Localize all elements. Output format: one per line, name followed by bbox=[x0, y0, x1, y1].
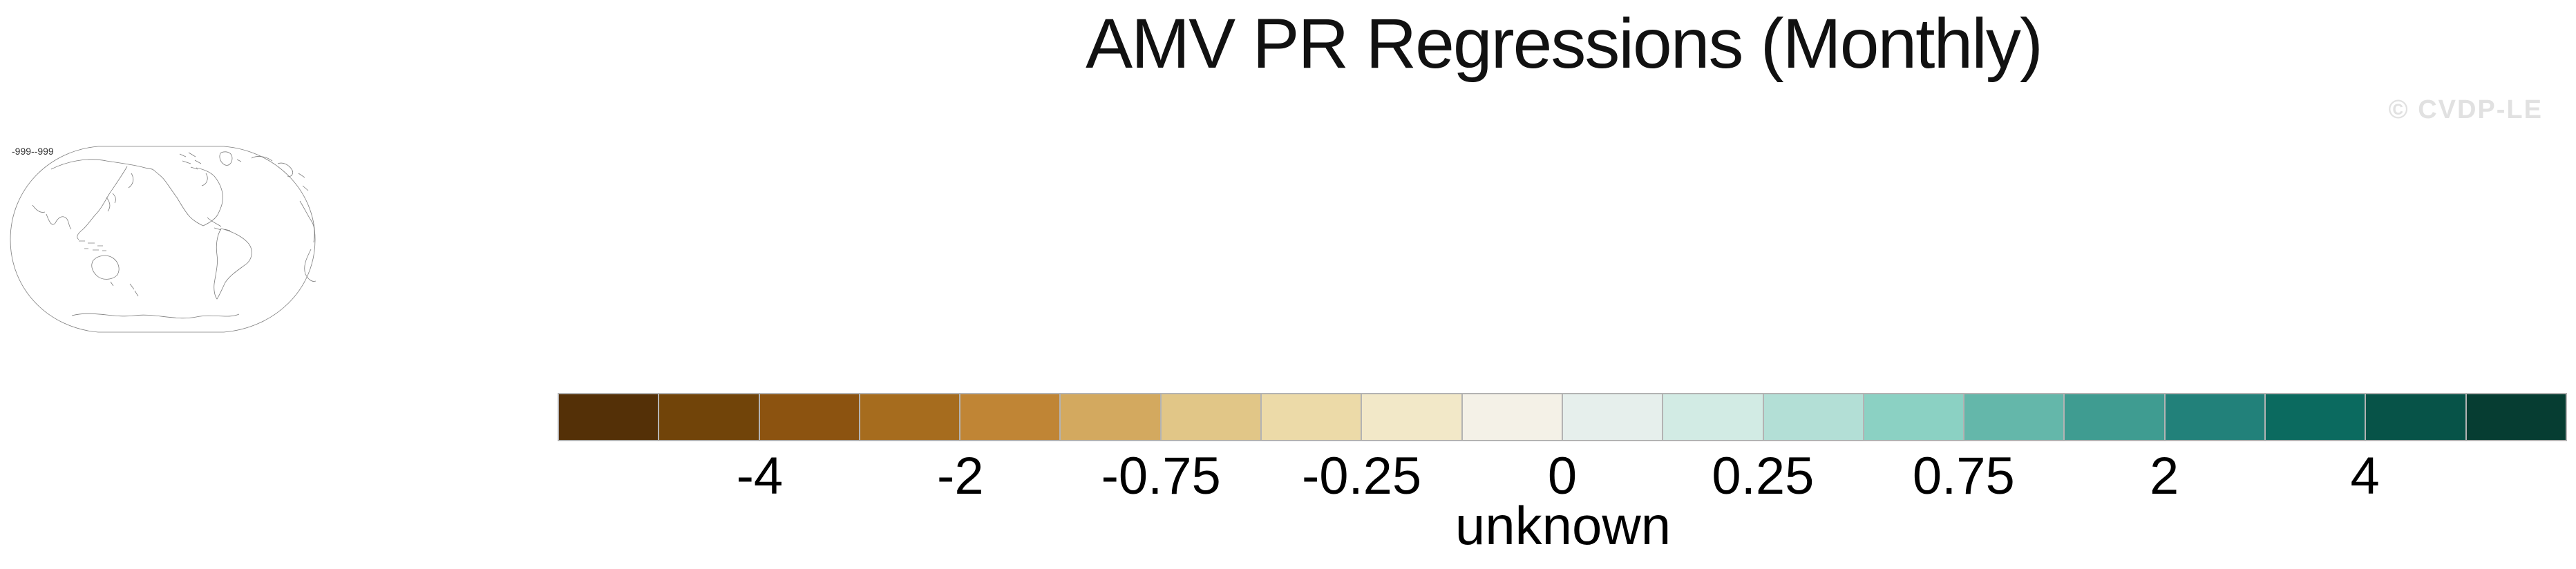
coastline-eurasia bbox=[50, 159, 154, 240]
colorbar-tick-label: 0.25 bbox=[1712, 447, 1815, 505]
colorbar-tick-label: 2 bbox=[2150, 447, 2179, 505]
world-map-thumbnail bbox=[10, 146, 316, 333]
coastline-africa bbox=[299, 200, 316, 282]
colorbar-cell bbox=[759, 394, 860, 440]
colorbar-tick-label: 0.75 bbox=[1912, 447, 2015, 505]
map-period-label: -999--999 bbox=[12, 146, 54, 157]
colorbar-tick-label: 4 bbox=[2350, 447, 2380, 505]
colorbar-cell bbox=[1864, 394, 1965, 440]
colorbar-cell bbox=[1462, 394, 1563, 440]
colorbar-cell bbox=[1061, 394, 1162, 440]
coastline-europe bbox=[251, 156, 309, 191]
colorbar-cell bbox=[1262, 394, 1363, 440]
coastline-indonesia bbox=[79, 240, 106, 251]
colorbar-cell bbox=[2466, 394, 2566, 440]
colorbar-cell bbox=[1964, 394, 2065, 440]
colorbar-cell bbox=[2266, 394, 2367, 440]
colorbar-cell bbox=[1362, 394, 1463, 440]
colorbar-cell bbox=[1562, 394, 1664, 440]
colorbar-cell bbox=[659, 394, 760, 440]
colorbar-cell bbox=[1763, 394, 1864, 440]
coastline-canada-arctic bbox=[179, 152, 208, 186]
coastline-central-america bbox=[207, 217, 231, 231]
colorbar-cell bbox=[960, 394, 1061, 440]
coastline-new-zealand bbox=[129, 283, 139, 297]
colorbar-cell bbox=[1663, 394, 1764, 440]
colorbar-tick-label: 0 bbox=[1547, 447, 1578, 505]
colorbar-cell bbox=[2065, 394, 2166, 440]
colorbar-cell bbox=[1161, 394, 1262, 440]
colorbar-tick-label: -4 bbox=[736, 447, 784, 505]
coastline-australia bbox=[91, 255, 120, 287]
colorbar-cell bbox=[2165, 394, 2266, 440]
colorbar-cell bbox=[2366, 394, 2467, 440]
colorbar-tick-label: -0.25 bbox=[1301, 447, 1422, 505]
colorbar-cell bbox=[860, 394, 961, 440]
colorbar-cell bbox=[559, 394, 660, 440]
coastline-north-america bbox=[153, 167, 223, 226]
coastline-greenland bbox=[219, 151, 242, 166]
colorbar-tick-label: -2 bbox=[937, 447, 984, 505]
coastline-india bbox=[32, 204, 72, 230]
colorbar-tick-label: -0.75 bbox=[1101, 447, 1221, 505]
coastline-antarctica bbox=[71, 313, 240, 319]
colorbar-caption: unknown bbox=[1455, 495, 1671, 556]
coastline-japan bbox=[106, 173, 134, 212]
colorbar bbox=[558, 393, 2567, 441]
coastline-south-america bbox=[214, 228, 252, 300]
cvdp-watermark: © CVDP-LE bbox=[2388, 95, 2543, 124]
map-outline bbox=[10, 146, 316, 333]
figure-title: AMV PR Regressions (Monthly) bbox=[1086, 4, 2043, 83]
